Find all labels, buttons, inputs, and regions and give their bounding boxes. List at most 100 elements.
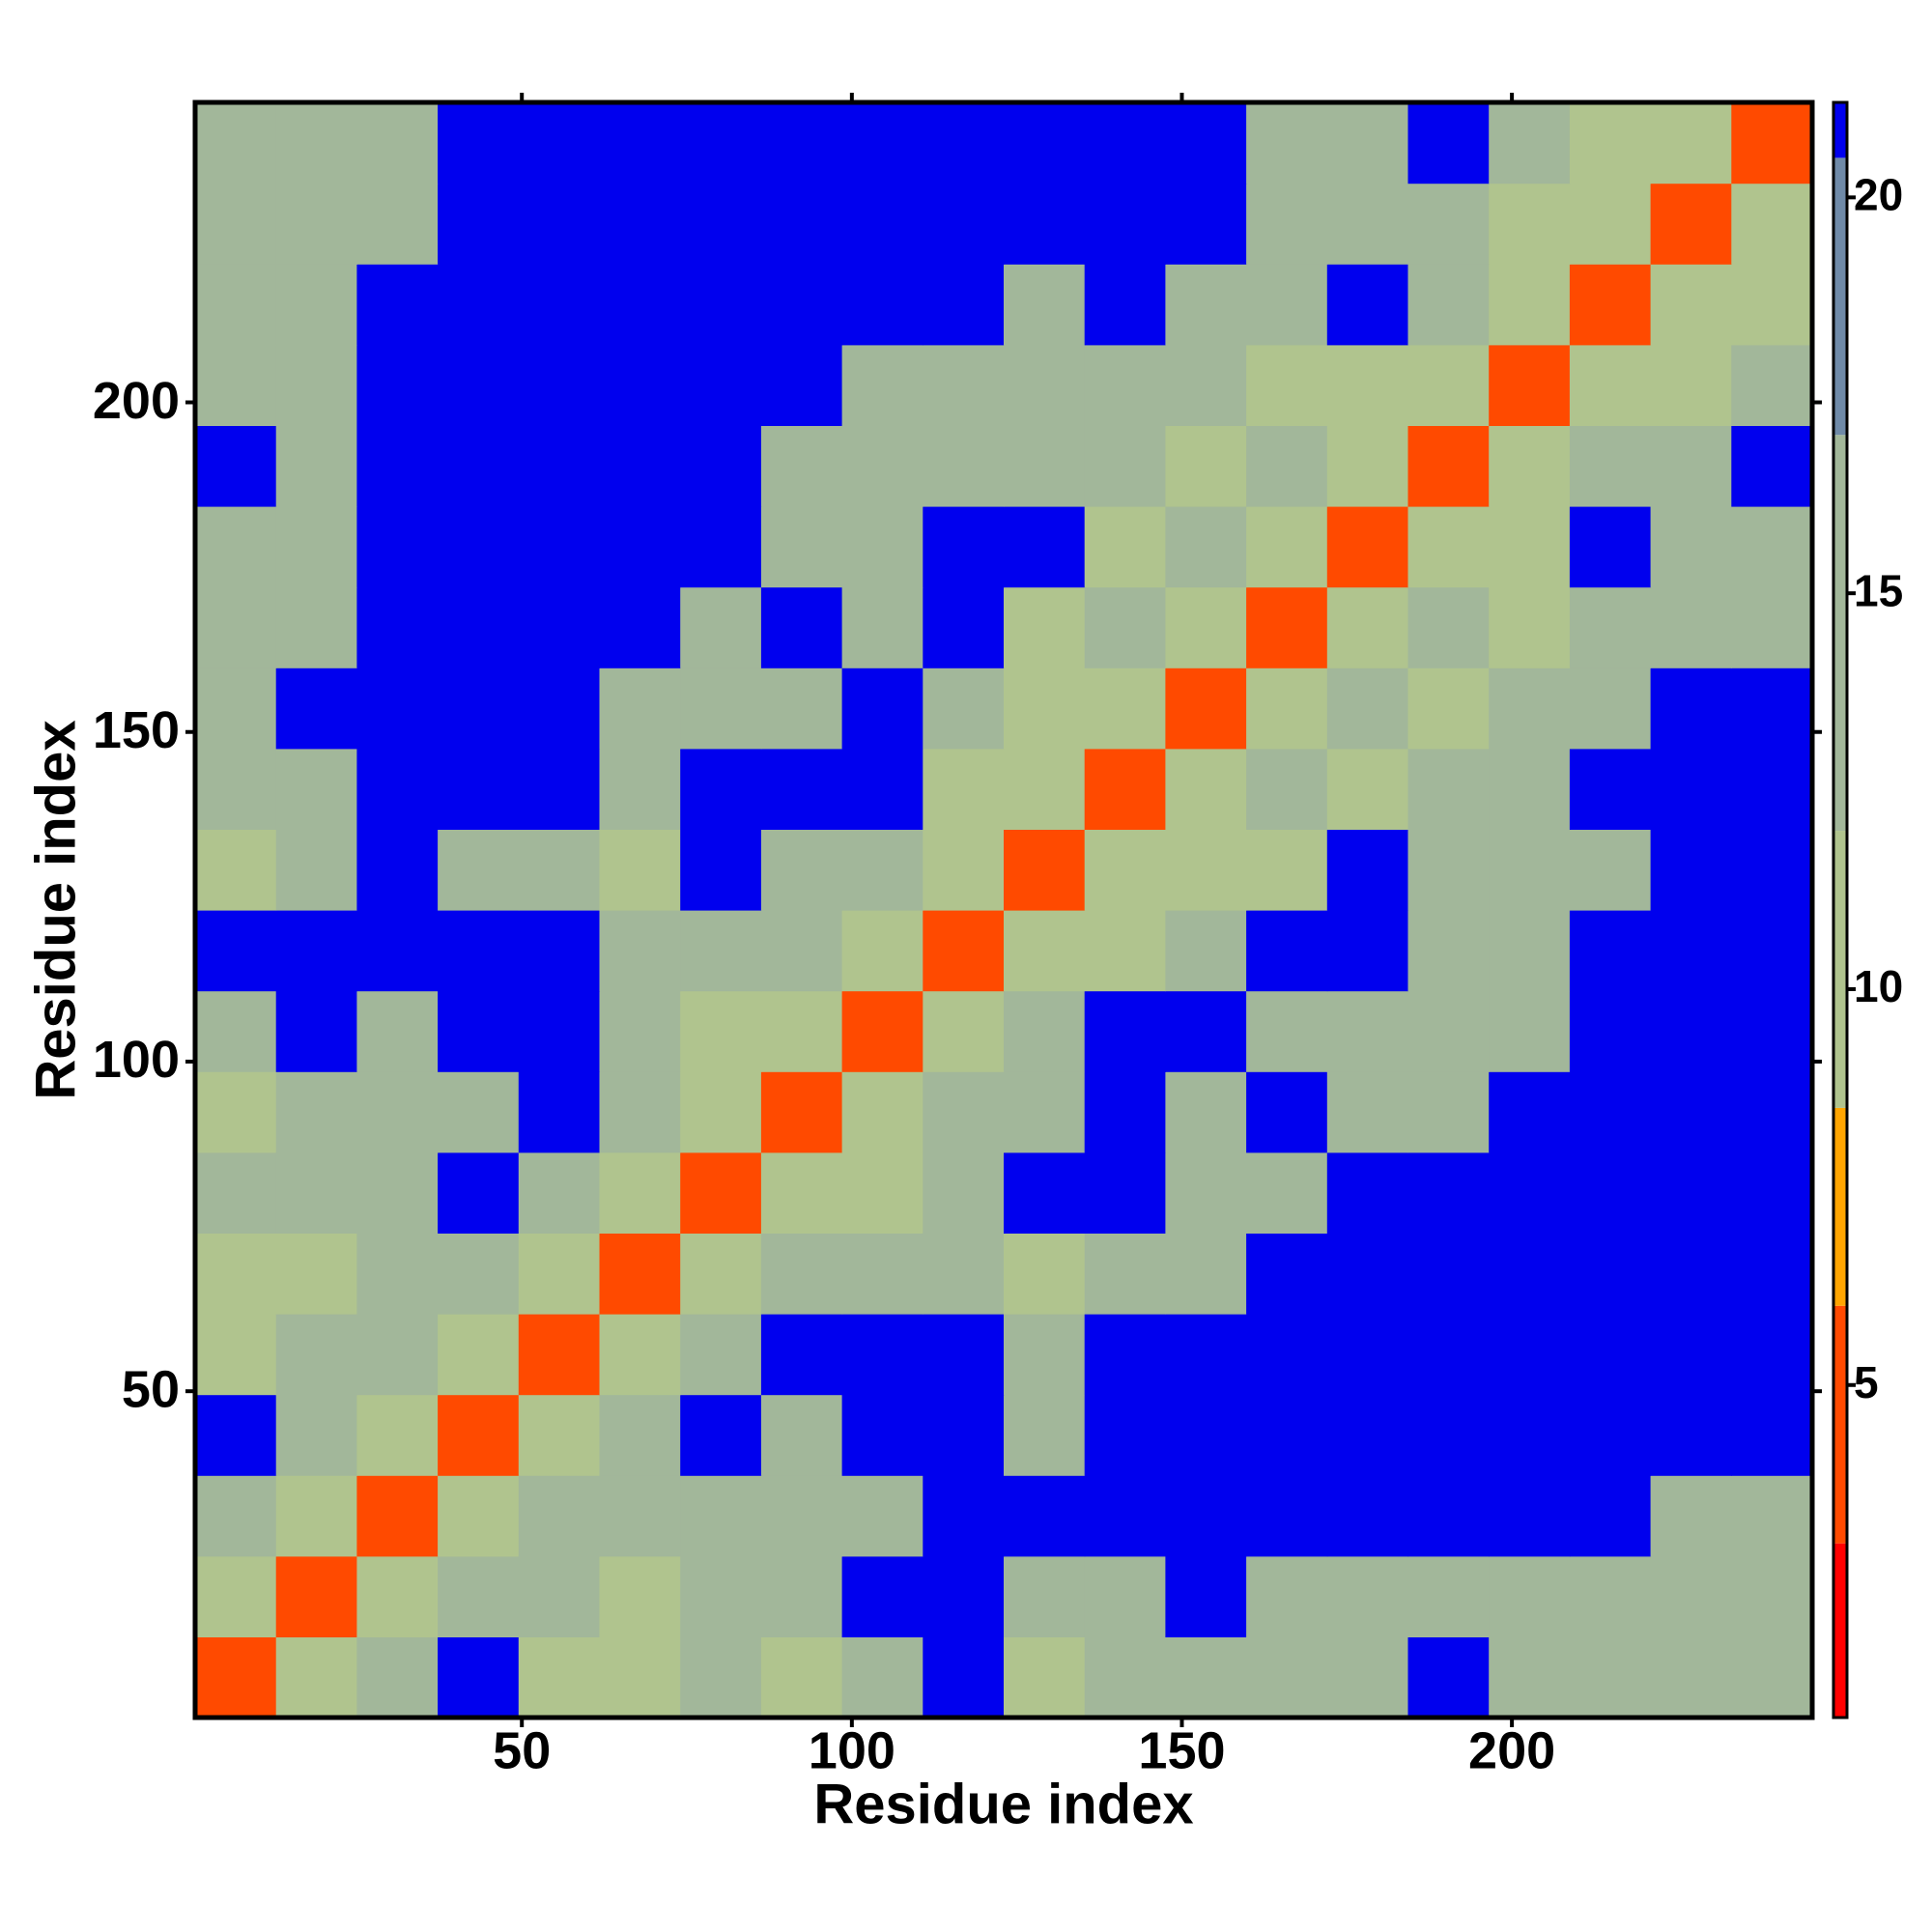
heatmap-cell (438, 425, 520, 507)
heatmap-cell (923, 506, 1005, 588)
heatmap-cell (1489, 829, 1571, 911)
heatmap-cell (923, 1636, 1005, 1719)
heatmap-cell (1569, 1233, 1652, 1315)
heatmap-cell (518, 425, 601, 507)
heatmap-cell (438, 1151, 520, 1234)
heatmap-cell (760, 183, 843, 265)
heatmap-cell (1407, 586, 1490, 668)
colorbar-segment (1833, 435, 1847, 832)
heatmap-cell (195, 1555, 277, 1637)
heatmap-cell (1165, 829, 1247, 911)
heatmap-cell (1004, 102, 1086, 185)
heatmap-cell (841, 1475, 923, 1557)
heatmap-cell (275, 1555, 357, 1637)
heatmap-cell (923, 668, 1005, 750)
heatmap-cell (599, 1394, 681, 1476)
heatmap-cell (1569, 990, 1652, 1072)
x-tick-label: 200 (1468, 1721, 1555, 1779)
heatmap-cell (599, 1555, 681, 1637)
heatmap-cell (923, 344, 1005, 426)
heatmap-cell (599, 425, 681, 507)
heatmap-cell (1084, 506, 1166, 588)
heatmap-cell (1326, 344, 1409, 426)
heatmap-cell (1246, 183, 1328, 265)
heatmap-cell (195, 102, 277, 185)
heatmap-cell (356, 183, 439, 265)
heatmap-cell (1731, 1151, 1813, 1234)
heatmap-cell (1084, 264, 1166, 346)
heatmap-cell (1407, 1475, 1490, 1557)
heatmap-cell (1004, 506, 1086, 588)
heatmap-cell (1165, 586, 1247, 668)
heatmap-cell (1326, 829, 1409, 911)
heatmap-cell (438, 344, 520, 426)
heatmap-cell (438, 829, 520, 911)
heatmap-cell (680, 264, 762, 346)
heatmap-cell (195, 586, 277, 668)
heatmap-cell (1569, 1475, 1652, 1557)
heatmap-cell (680, 1475, 762, 1557)
heatmap-cell (1489, 668, 1571, 750)
y-tick-label: 150 (93, 701, 180, 759)
heatmap-cell (841, 344, 923, 426)
heatmap-cell (599, 506, 681, 588)
heatmap-cell (680, 829, 762, 911)
heatmap-cell (760, 506, 843, 588)
heatmap-cell (1326, 748, 1409, 830)
heatmap-cell (1569, 1394, 1652, 1476)
heatmap-cell (923, 102, 1005, 185)
heatmap-cell (1084, 425, 1166, 507)
heatmap-cell (518, 1475, 601, 1557)
heatmap-cell (438, 1636, 520, 1719)
heatmap-cell (275, 1233, 357, 1315)
heatmap-cell (599, 668, 681, 750)
heatmap-cell (1084, 990, 1166, 1072)
heatmap-cell (438, 1394, 520, 1476)
heatmap-cell (599, 1233, 681, 1315)
heatmap-cell (438, 506, 520, 588)
heatmap-cell (1650, 990, 1732, 1072)
heatmap-cell (923, 1314, 1005, 1396)
heatmap-cell (841, 910, 923, 992)
heatmap-cell (275, 1314, 357, 1396)
heatmap-cell (1326, 183, 1409, 265)
heatmap-cell (760, 668, 843, 750)
x-axis-title: Residue index (813, 1773, 1193, 1835)
heatmap-cell (356, 1233, 439, 1315)
heatmap-cell (680, 1314, 762, 1396)
heatmap-cell (1246, 1151, 1328, 1234)
heatmap-cell (1004, 1314, 1086, 1396)
heatmap-cell (1407, 506, 1490, 588)
heatmap-cell (518, 344, 601, 426)
heatmap-cell (680, 1071, 762, 1153)
heatmap-cell (760, 1071, 843, 1153)
heatmap-cell (1165, 1555, 1247, 1637)
heatmap-cell (1489, 1314, 1571, 1396)
heatmap-cell (1326, 425, 1409, 507)
heatmap-cell (841, 668, 923, 750)
heatmap-cell (1004, 264, 1086, 346)
heatmap-cell (1407, 668, 1490, 750)
heatmap-cell (760, 829, 843, 911)
heatmap-cell (1569, 425, 1652, 507)
heatmap-cell (275, 586, 357, 668)
heatmap-cell (195, 1151, 277, 1234)
heatmap-cell (680, 910, 762, 992)
heatmap-cell (599, 1071, 681, 1153)
heatmap-cell (1084, 344, 1166, 426)
heatmap-cell (438, 668, 520, 750)
heatmap-cell (275, 990, 357, 1072)
heatmap-cell (760, 1636, 843, 1719)
heatmap-cell (1246, 1636, 1328, 1719)
colorbar-segment (1833, 102, 1847, 158)
heatmap-cell (438, 1071, 520, 1153)
heatmap-cell (518, 668, 601, 750)
heatmap-cell (599, 264, 681, 346)
heatmap-cell (1569, 586, 1652, 668)
heatmap-cell (195, 1233, 277, 1315)
heatmap-cell (438, 748, 520, 830)
heatmap-cell (1650, 1071, 1732, 1153)
heatmap-cell (841, 1233, 923, 1315)
heatmap-cell (1650, 1475, 1732, 1557)
heatmap-cell (195, 1394, 277, 1476)
